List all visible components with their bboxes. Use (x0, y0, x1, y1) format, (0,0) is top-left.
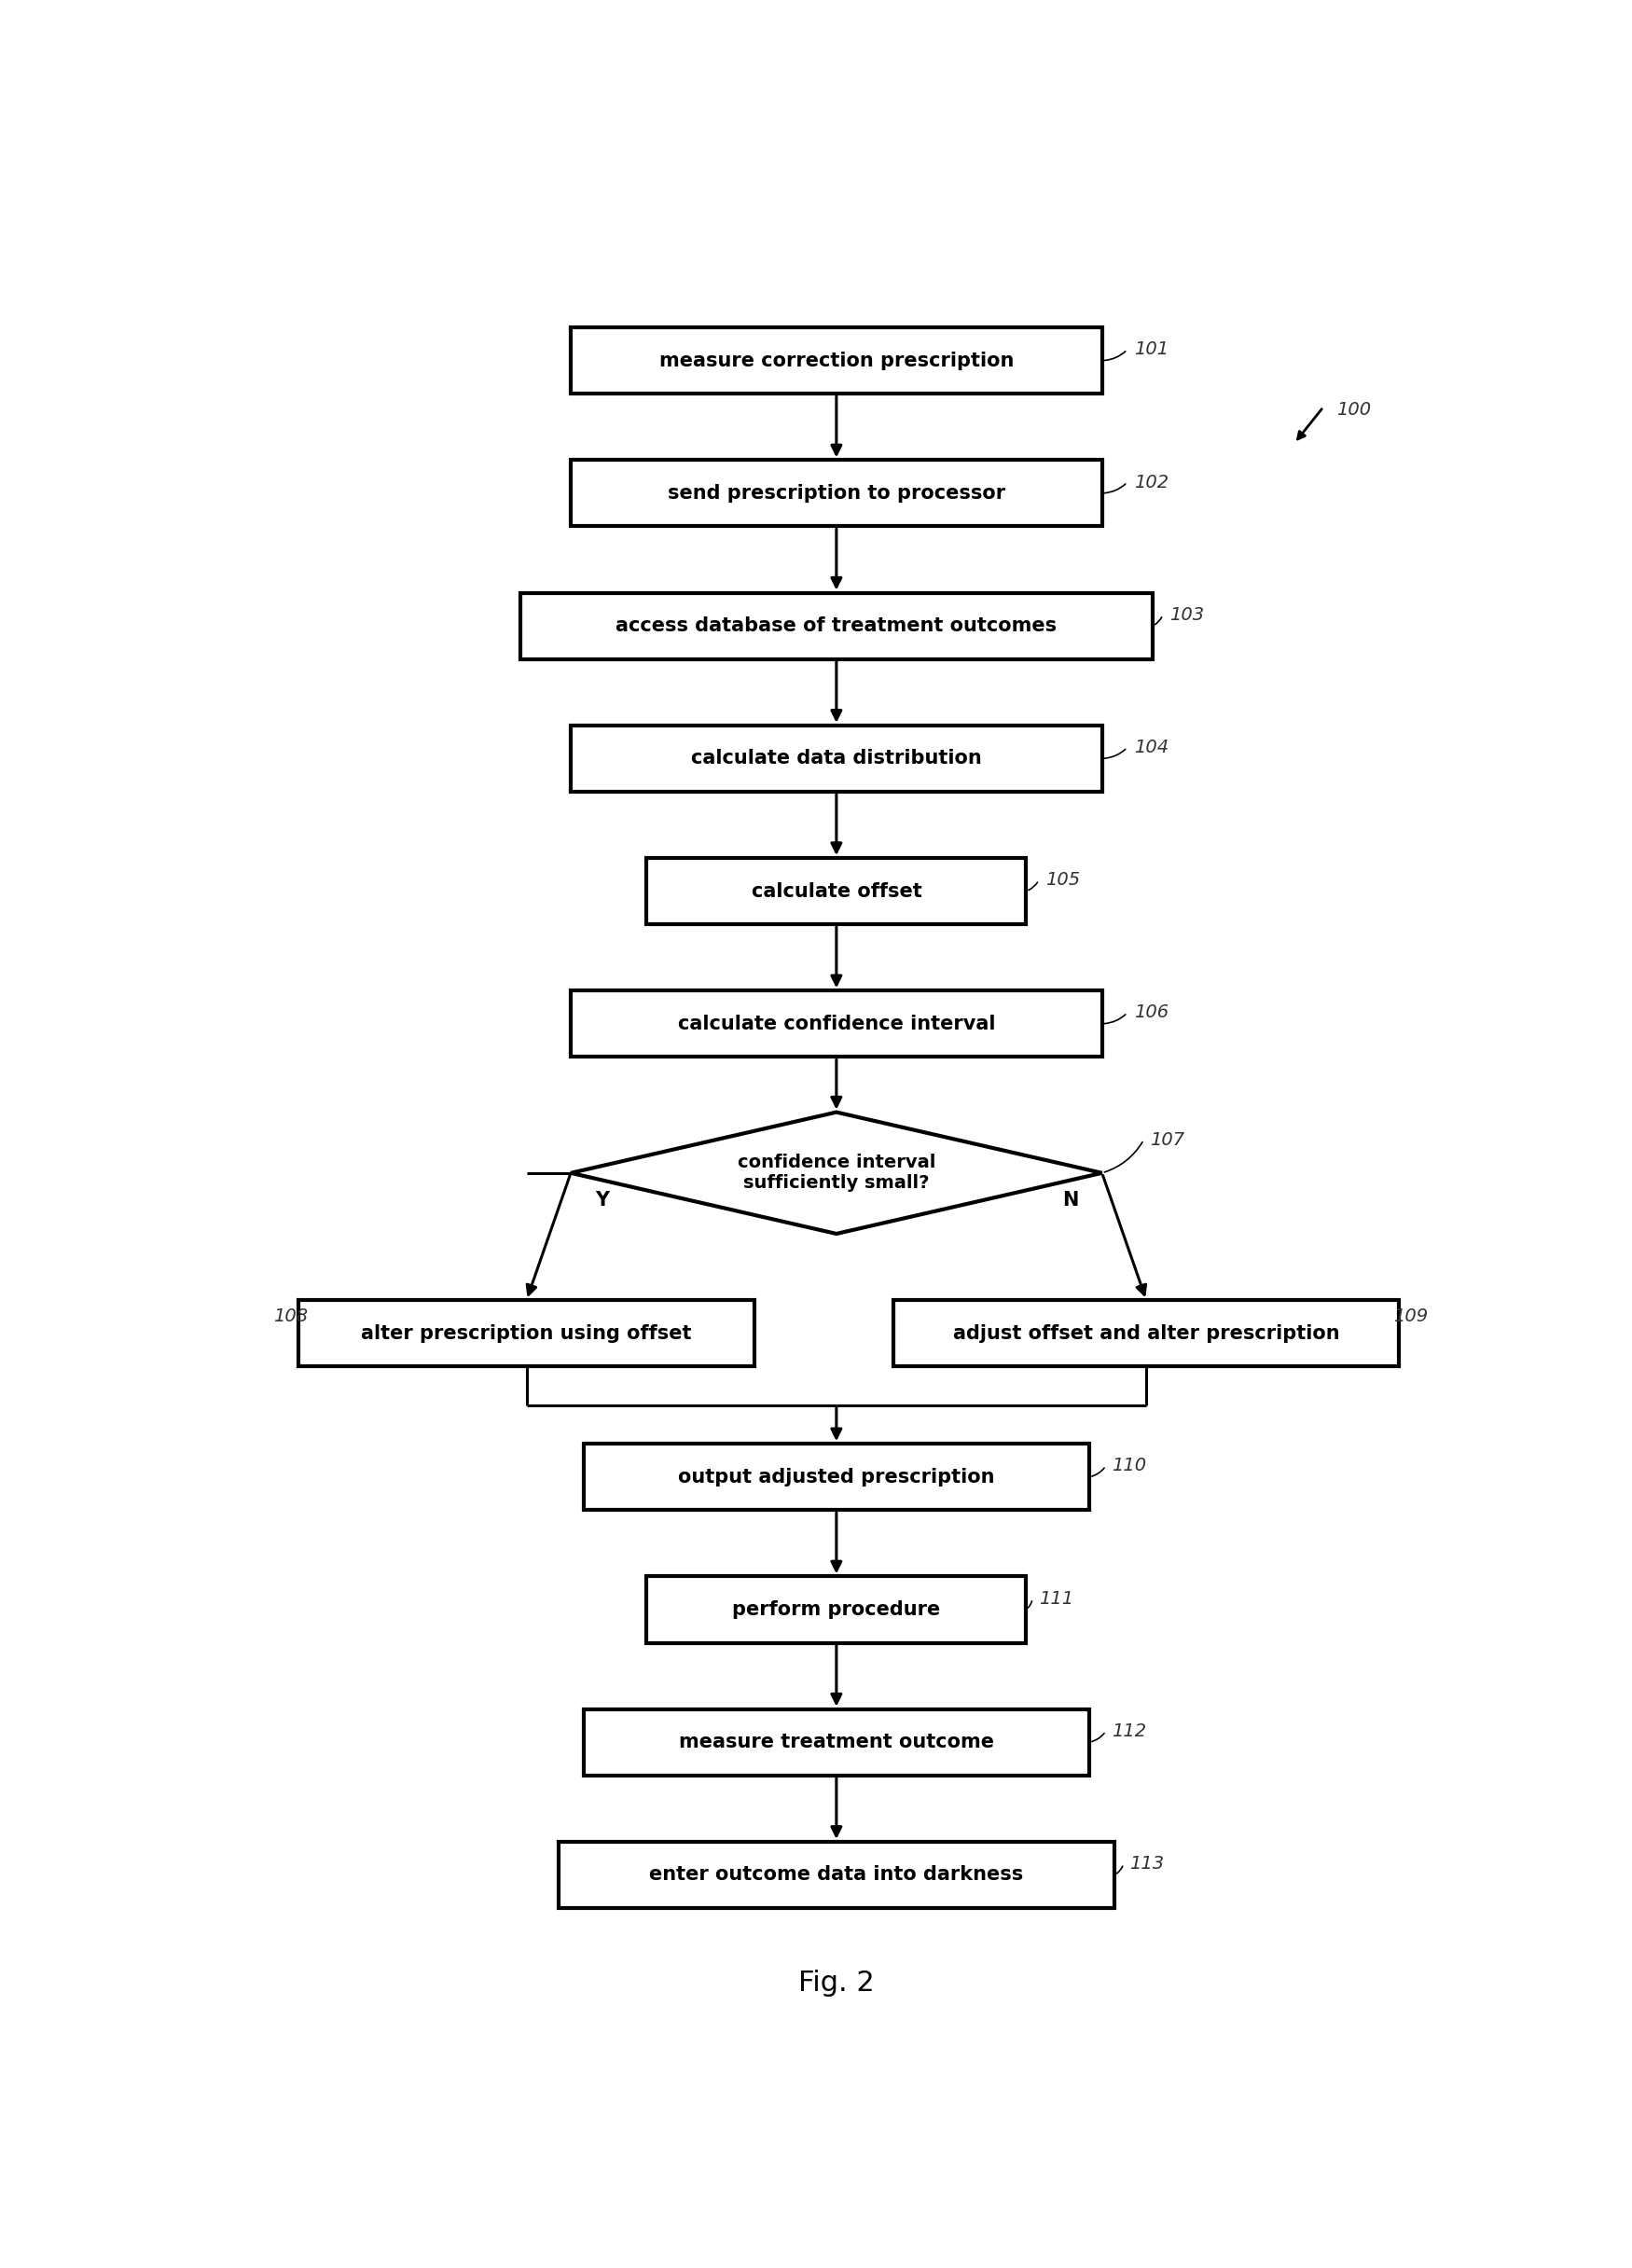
Text: 112: 112 (1111, 1721, 1147, 1740)
Text: 109: 109 (1394, 1309, 1428, 1325)
Text: adjust offset and alter prescription: adjust offset and alter prescription (953, 1325, 1340, 1343)
Text: N: N (1062, 1191, 1079, 1209)
Text: 113: 113 (1129, 1855, 1165, 1873)
Text: enter outcome data into darkness: enter outcome data into darkness (650, 1867, 1023, 1885)
Text: calculate offset: calculate offset (751, 882, 922, 900)
Text: 110: 110 (1111, 1456, 1147, 1474)
Text: alter prescription using offset: alter prescription using offset (361, 1325, 692, 1343)
Bar (571, 460, 1102, 526)
Text: send prescription to processor: send prescription to processor (667, 483, 1005, 503)
Text: 101: 101 (1134, 340, 1169, 358)
Bar (571, 327, 1102, 395)
Text: calculate data distribution: calculate data distribution (690, 748, 982, 769)
Text: 108: 108 (274, 1309, 308, 1325)
Text: Fig. 2: Fig. 2 (798, 1969, 875, 1996)
Bar (584, 1710, 1090, 1776)
Text: access database of treatment outcomes: access database of treatment outcomes (615, 617, 1058, 635)
Text: 104: 104 (1134, 739, 1169, 755)
Bar (646, 857, 1027, 925)
Bar (584, 1445, 1090, 1510)
Text: 107: 107 (1151, 1132, 1185, 1148)
Text: perform procedure: perform procedure (733, 1601, 940, 1619)
Bar (893, 1300, 1399, 1365)
Bar (646, 1576, 1027, 1642)
Text: 106: 106 (1134, 1005, 1169, 1021)
Bar (571, 726, 1102, 792)
Text: 111: 111 (1040, 1590, 1074, 1608)
Polygon shape (571, 1111, 1102, 1234)
Text: confidence interval
sufficiently small?: confidence interval sufficiently small? (738, 1154, 935, 1193)
Text: measure treatment outcome: measure treatment outcome (679, 1733, 994, 1751)
Text: calculate confidence interval: calculate confidence interval (677, 1014, 996, 1034)
Text: 103: 103 (1169, 606, 1204, 624)
Text: 100: 100 (1337, 401, 1371, 420)
Text: output adjusted prescription: output adjusted prescription (679, 1467, 996, 1486)
Bar (299, 1300, 754, 1365)
Text: 105: 105 (1044, 871, 1080, 889)
Text: Y: Y (596, 1191, 609, 1209)
Bar (558, 1842, 1115, 1907)
Text: 102: 102 (1134, 474, 1169, 492)
Bar (571, 991, 1102, 1057)
Text: measure correction prescription: measure correction prescription (659, 352, 1013, 370)
Bar (521, 592, 1152, 660)
